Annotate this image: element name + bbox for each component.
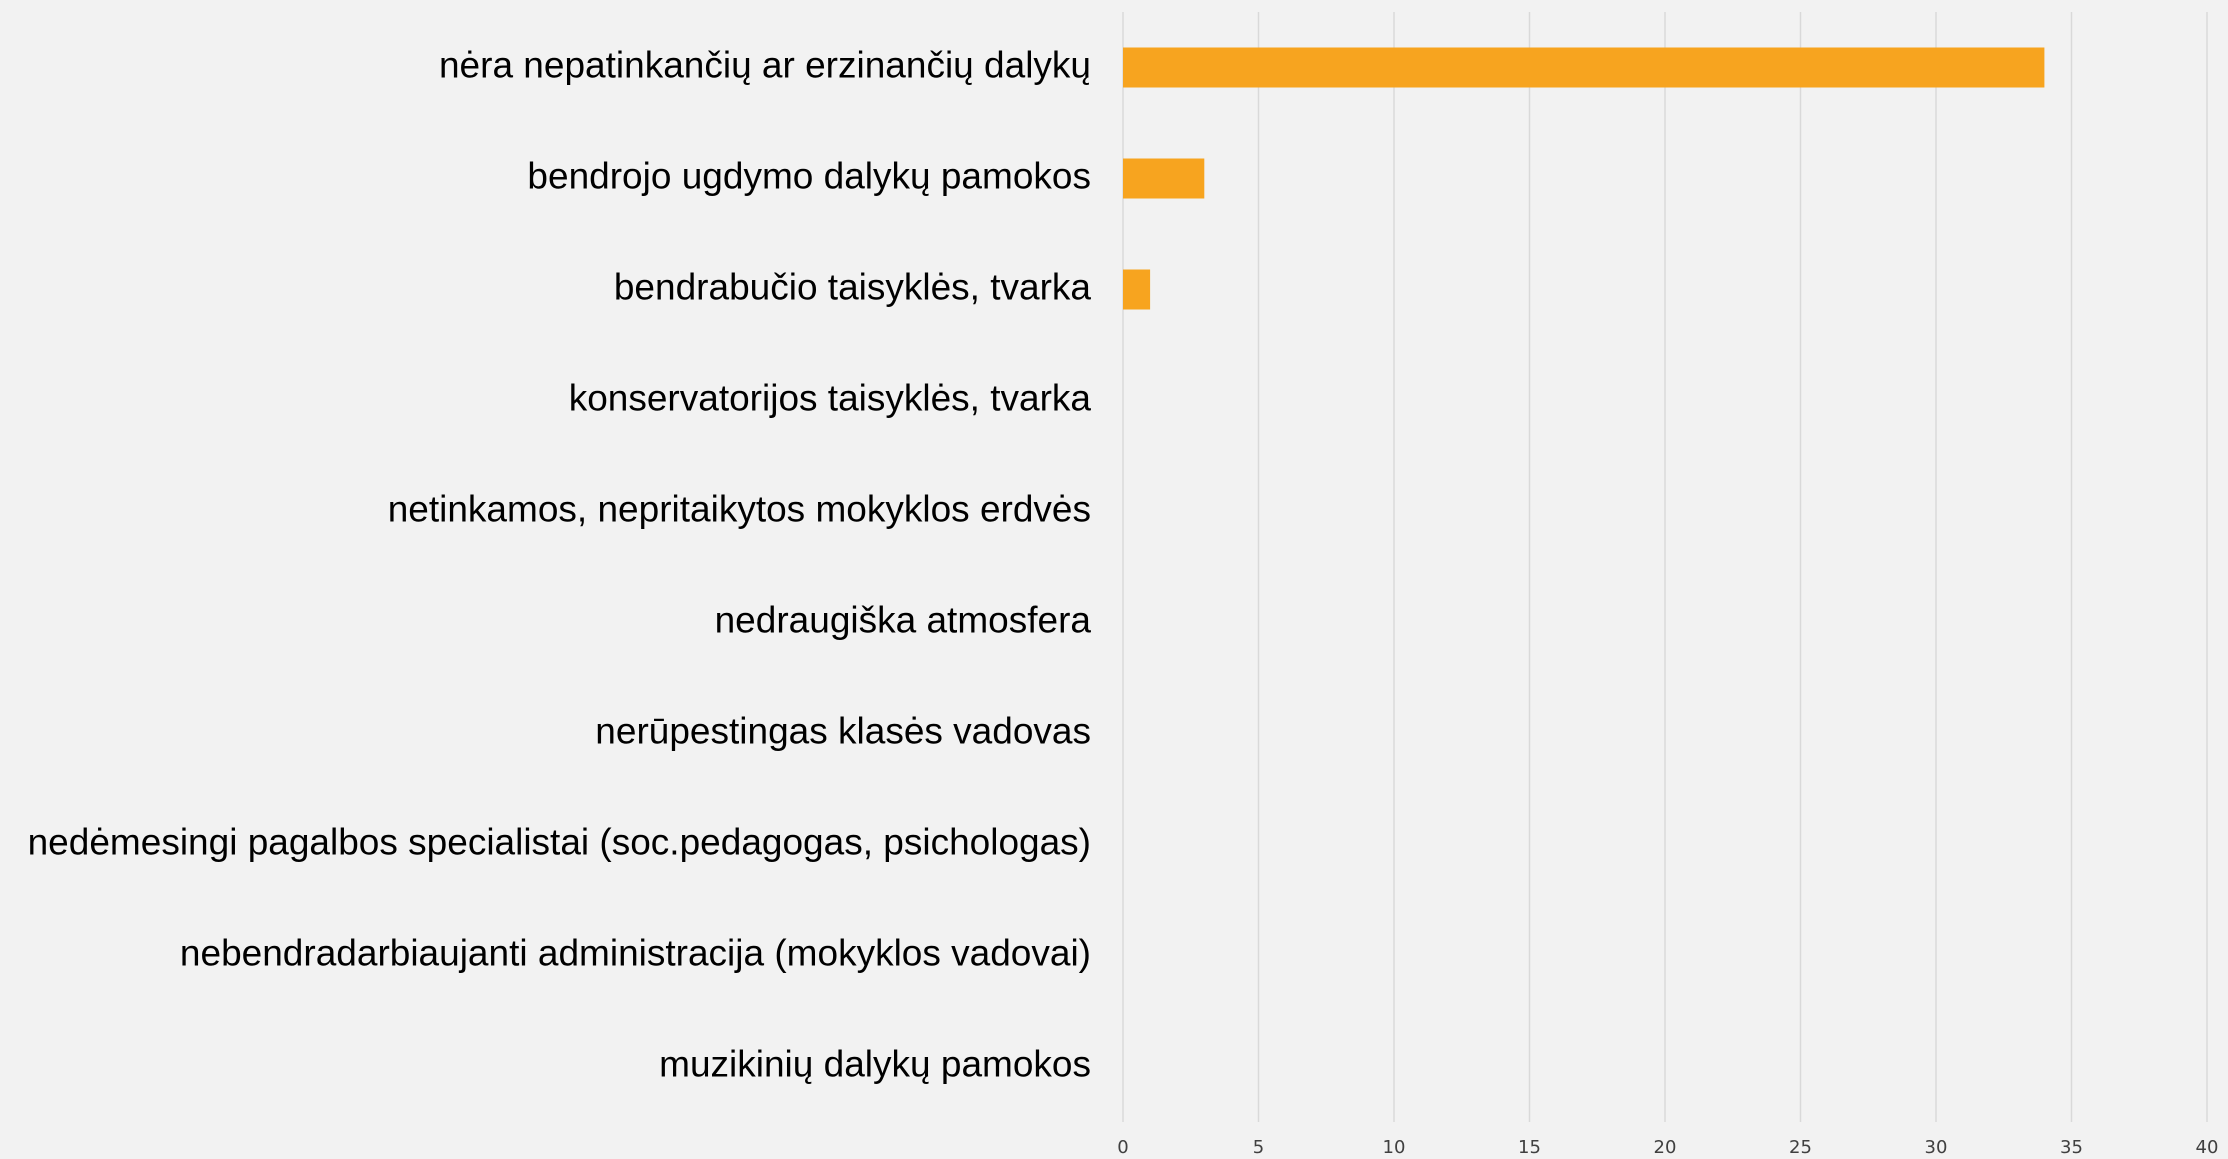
x-tick-label: 25 (1789, 1137, 1812, 1158)
y-tick-label: nedėmesingi pagalbos specialistai (soc.p… (28, 821, 1091, 862)
y-tick-label: konservatorijos taisyklės, tvarka (569, 377, 1092, 418)
x-tick-label: 35 (2060, 1137, 2083, 1158)
y-tick-label: nėra nepatinkančių ar erzinančių dalykų (439, 44, 1091, 85)
x-tick-label: 20 (1654, 1137, 1677, 1158)
x-tick-label: 10 (1383, 1137, 1406, 1158)
y-tick-label: bendrabučio taisyklės, tvarka (614, 266, 1092, 307)
y-tick-label: nedraugiška atmosfera (715, 599, 1092, 640)
x-tick-label: 15 (1518, 1137, 1541, 1158)
y-tick-label: bendrojo ugdymo dalykų pamokos (527, 155, 1091, 196)
x-tick-label: 5 (1253, 1137, 1264, 1158)
y-tick-label: nebendradarbiaujanti administracija (mok… (180, 932, 1091, 973)
x-tick-label: 30 (1925, 1137, 1948, 1158)
bar (1123, 47, 2045, 88)
bar (1123, 269, 1151, 310)
y-tick-label: muzikinių dalykų pamokos (659, 1043, 1091, 1084)
x-tick-label: 40 (2196, 1137, 2219, 1158)
y-tick-label: netinkamos, nepritaikytos mokyklos erdvė… (388, 488, 1091, 529)
y-tick-label: nerūpestingas klasės vadovas (595, 710, 1091, 751)
bar (1123, 158, 1205, 199)
x-tick-label: 0 (1117, 1137, 1128, 1158)
